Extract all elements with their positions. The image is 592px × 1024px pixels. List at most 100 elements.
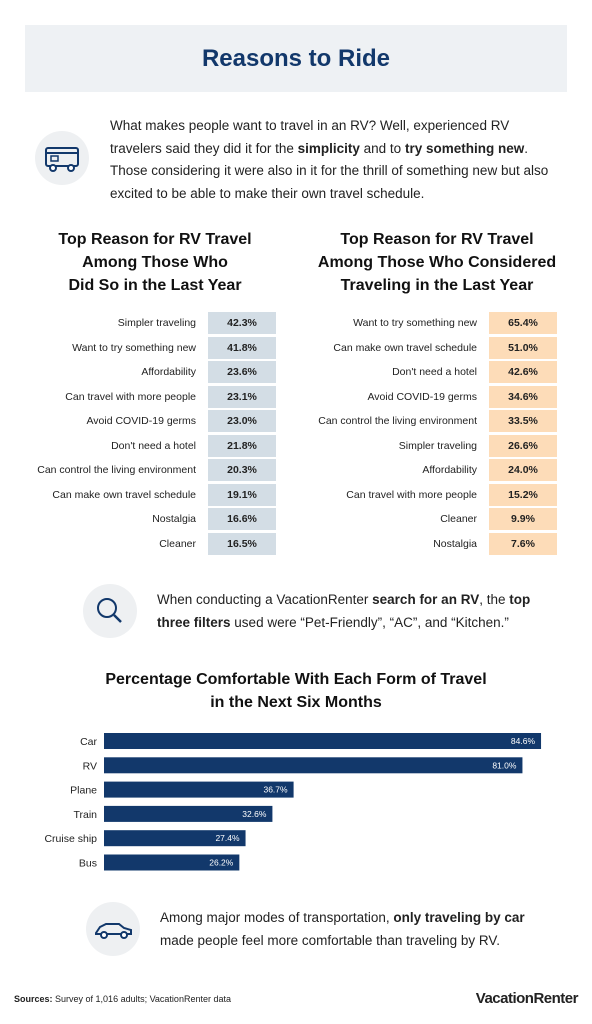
intro-text: What makes people want to travel in an R… [110, 115, 560, 205]
row-label: Avoid COVID-19 germs [86, 415, 196, 427]
row-label: Affordability [422, 464, 477, 476]
text: Among major modes of transportation, [160, 910, 390, 925]
title-line: Top Reason for RV Travel [340, 231, 534, 248]
row-value: 16.6% [208, 508, 276, 530]
text: What makes people want to travel in an R… [110, 118, 510, 156]
table-row: Affordability 24.0% [257, 459, 557, 481]
bar [104, 805, 273, 822]
row-label: Can make own travel schedule [52, 488, 196, 501]
row-value: 33.5% [489, 410, 557, 432]
text: , the [479, 592, 506, 607]
title-line: Top Reason for RV Travel [58, 231, 252, 248]
table-row: Nostalgia 7.6% [257, 532, 557, 555]
category-label: Car [80, 736, 97, 748]
bold-text: simplicity [297, 140, 360, 156]
row-value: 24.0% [489, 459, 557, 481]
table-row: Can make own travel schedule 19.1% [0, 483, 276, 506]
sources-text: Survey of 1,016 adults; VacationRenter d… [55, 994, 231, 1004]
value-label: 84.6% [511, 736, 536, 746]
row-label: Can make own travel schedule [333, 341, 477, 354]
row-label: Cleaner [159, 537, 196, 550]
bold-text: only traveling by car [393, 910, 525, 925]
row-label: Simpler traveling [398, 439, 477, 452]
search-icon [83, 584, 137, 638]
row-label: Simpler traveling [117, 317, 196, 329]
title-line: Among Those Who [82, 254, 228, 271]
row-value: 42.6% [489, 361, 557, 383]
bar [104, 830, 246, 847]
row-value: 42.3% [208, 312, 276, 334]
text: and to [363, 140, 402, 156]
row-label: Nostalgia [152, 513, 196, 525]
table-title: Top Reason for RV Travel Among Those Who … [297, 228, 577, 297]
search-note: When conducting a VacationRenter search … [157, 589, 557, 634]
row-label: Want to try something new [353, 317, 477, 329]
row-label: Can control the living environment [37, 464, 196, 476]
bar [104, 781, 294, 798]
bar-chart: Percentage Comfortable With Each Form of… [44, 671, 542, 871]
sources-label: Sources: [14, 994, 53, 1004]
bar [104, 854, 240, 871]
table-row: Can control the living environment 33.5% [257, 410, 557, 432]
sources: Sources: Survey of 1,016 adults; Vacatio… [14, 994, 231, 1004]
value-label: 36.7% [263, 785, 288, 795]
table-row: Simpler traveling 26.6% [257, 434, 557, 457]
bar [104, 733, 542, 749]
row-value: 23.1% [208, 385, 276, 408]
row-value: 15.2% [489, 483, 557, 506]
row-label: Avoid COVID-19 germs [367, 390, 477, 403]
chart-title: Percentage Comfortable With Each Form of… [105, 671, 486, 688]
text: used were “Pet-Friendly”, “AC”, and “Kit… [234, 614, 509, 630]
table-row: Don't need a hotel 21.8% [0, 434, 276, 457]
row-value: 23.6% [208, 361, 276, 383]
value-label: 32.6% [242, 809, 267, 819]
category-label: RV [83, 760, 97, 772]
row-label: Nostalgia [433, 537, 477, 550]
row-label: Don't need a hotel [111, 439, 196, 452]
bar [104, 757, 523, 774]
table-title: Top Reason for RV Travel Among Those Who D… [15, 228, 295, 297]
row-value: 20.3% [208, 459, 276, 481]
chart-title: in the Next Six Months [210, 694, 382, 711]
row-value: 7.6% [489, 532, 557, 555]
row-label: Can travel with more people [346, 488, 477, 501]
table-row: Can travel with more people 15.2% [257, 483, 557, 506]
value-label: 27.4% [215, 833, 240, 843]
table-row: Want to try something new 41.8% [0, 336, 276, 359]
title-line: Did So in the Last Year [68, 277, 242, 294]
row-value: 41.8% [208, 336, 276, 359]
row-value: 9.9% [489, 508, 557, 530]
row-value: 34.6% [489, 385, 557, 408]
title-line: Among Those Who Considered [317, 254, 557, 271]
car-icon [86, 902, 140, 956]
category-label: Cruise ship [44, 833, 97, 845]
table-row: Affordability 23.6% [0, 361, 276, 383]
row-value: 19.1% [208, 483, 276, 506]
row-value: 65.4% [489, 312, 557, 334]
row-label: Affordability [141, 366, 196, 378]
row-label: Can travel with more people [65, 390, 196, 403]
bold-text: top three filters [157, 592, 531, 630]
row-label: Cleaner [440, 513, 477, 525]
value-label: 26.2% [209, 858, 234, 868]
text: When conducting a VacationRenter [157, 592, 369, 607]
table-row: Cleaner 9.9% [257, 508, 557, 530]
row-label: Want to try something new [72, 341, 196, 354]
bold-text: try something new [404, 140, 525, 156]
rv-icon [35, 131, 89, 185]
value-label: 81.0% [492, 760, 517, 770]
row-value: 26.6% [489, 434, 557, 457]
table-row: Can control the living environment 20.3% [0, 459, 276, 481]
table-row: Avoid COVID-19 germs 34.6% [257, 385, 557, 408]
table-row: Simpler traveling 42.3% [0, 312, 276, 334]
table-row: Nostalgia 16.6% [0, 508, 276, 530]
text: . Those considering it were also in it f… [110, 140, 549, 201]
table-row: Cleaner 16.5% [0, 532, 276, 555]
category-label: Plane [70, 785, 97, 797]
page-title: Reasons to Ride [201, 44, 391, 72]
text: made people feel more comfortable than t… [160, 932, 500, 948]
row-label: Can control the living environment [318, 415, 477, 427]
table-row: Want to try something new 65.4% [257, 312, 557, 334]
logo: VacationRenter [475, 990, 579, 1007]
